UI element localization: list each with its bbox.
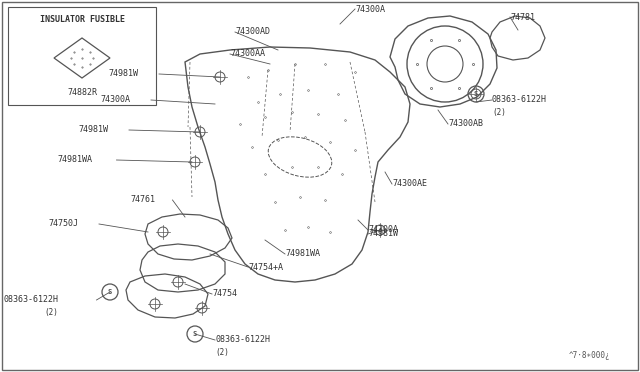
Text: 74300AB: 74300AB (448, 119, 483, 128)
Text: S: S (474, 91, 478, 97)
Text: 74981W: 74981W (78, 125, 108, 135)
Text: 74750J: 74750J (48, 219, 78, 228)
Text: 74781: 74781 (510, 13, 535, 22)
Text: 74300A: 74300A (368, 225, 398, 234)
Text: 74981WA: 74981WA (57, 155, 92, 164)
Text: 74754+A: 74754+A (248, 263, 283, 272)
Text: 08363-6122H: 08363-6122H (215, 336, 270, 344)
Text: 74300AA: 74300AA (230, 49, 265, 58)
Text: 74981W: 74981W (108, 70, 138, 78)
Text: (2): (2) (215, 347, 229, 356)
Text: 74882R: 74882R (67, 88, 97, 97)
Text: 74754: 74754 (212, 289, 237, 298)
Text: ^7·8∗000¿: ^7·8∗000¿ (568, 351, 610, 360)
Text: 08363-6122H: 08363-6122H (3, 295, 58, 305)
Text: (2): (2) (44, 308, 58, 317)
Text: INSULATOR FUSIBLE: INSULATOR FUSIBLE (40, 15, 125, 24)
Text: S: S (108, 289, 112, 295)
Text: 74300AD: 74300AD (235, 28, 270, 36)
Text: 74981W: 74981W (368, 230, 398, 238)
Text: 08363-6122H: 08363-6122H (492, 96, 547, 105)
Text: 74761: 74761 (130, 196, 155, 205)
Text: 74300AE: 74300AE (392, 180, 427, 189)
Text: 74300A: 74300A (100, 96, 130, 105)
Bar (8, 7, 156, 105)
Text: 74981WA: 74981WA (285, 250, 320, 259)
Text: (2): (2) (492, 108, 506, 116)
Text: S: S (193, 331, 197, 337)
Text: 74300A: 74300A (355, 4, 385, 13)
